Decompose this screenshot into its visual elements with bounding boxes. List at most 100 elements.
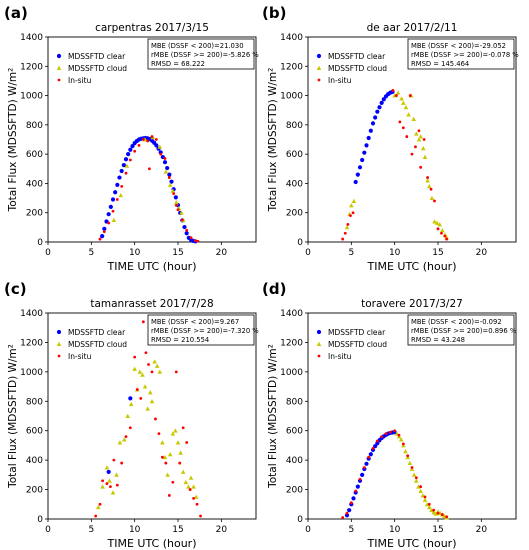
x-tick-label: 10 [129, 525, 141, 535]
data-point [411, 116, 417, 121]
y-axis-label: Total Flux (MDSSFTD) W/m² [7, 344, 19, 489]
data-point [167, 176, 171, 179]
x-tick-label: 10 [389, 248, 401, 258]
data-point [427, 502, 431, 506]
x-tick-label: 20 [216, 525, 228, 535]
x-tick-label: 15 [172, 525, 183, 535]
data-point [422, 497, 428, 502]
data-point [108, 204, 113, 209]
y-tick-label: 1200 [20, 62, 43, 72]
y-tick-label: 1400 [20, 33, 43, 43]
stats-line: rMBE (DSSF >= 200)=-7.320 % [151, 327, 259, 335]
data-point [434, 220, 440, 225]
data-point [124, 435, 128, 438]
data-point [128, 147, 133, 152]
legend-marker [56, 341, 62, 346]
data-point [170, 431, 176, 436]
data-point [381, 97, 386, 102]
x-tick-label: 15 [172, 248, 183, 258]
data-point [178, 450, 183, 455]
y-tick-label: 400 [286, 456, 303, 466]
x-axis-label: TIME UTC (hour) [367, 537, 457, 550]
data-point [437, 222, 443, 227]
data-point [433, 199, 436, 203]
y-tick-label: 1000 [20, 92, 43, 102]
data-point [403, 104, 409, 110]
data-point [126, 152, 131, 157]
data-point [445, 237, 449, 241]
data-point [401, 442, 405, 446]
data-point [181, 426, 185, 430]
data-point [95, 504, 101, 510]
data-point [406, 112, 411, 117]
series-in-situ [341, 429, 449, 519]
legend-entry: MDSSFTD clear [68, 52, 126, 61]
data-point [417, 129, 421, 133]
data-point [423, 495, 427, 499]
data-point [125, 413, 131, 418]
data-point [106, 212, 111, 217]
data-point [170, 188, 176, 193]
data-point [167, 451, 173, 457]
series-in-situ [94, 320, 202, 518]
data-point [105, 482, 109, 486]
panel-d: (d)toravere 2017/3/270 5 10 15 2002004006008… [262, 280, 517, 550]
x-axis-label: TIME UTC (hour) [367, 260, 457, 273]
data-point [410, 152, 414, 156]
data-point [414, 145, 417, 149]
data-point [408, 94, 412, 97]
data-point [164, 461, 168, 465]
data-point [128, 158, 132, 162]
data-point [124, 163, 130, 168]
x-axis-ticks: 0 5 10 15 20 [45, 242, 227, 258]
data-point [102, 230, 106, 234]
data-point [167, 182, 173, 187]
data-point [121, 163, 126, 168]
stats-line: RMSD = 210.554 [151, 336, 209, 344]
y-tick-label: 600 [286, 427, 303, 437]
y-axis-label: Total Flux (MDSSFTD) W/m² [7, 68, 19, 213]
data-point [111, 209, 115, 213]
data-point [179, 210, 184, 215]
data-point [414, 131, 419, 136]
data-point [119, 168, 124, 174]
y-tick-label: 400 [286, 179, 303, 189]
x-tick-label: 20 [476, 525, 488, 535]
data-point [436, 511, 440, 515]
data-point [349, 214, 352, 218]
x-axis-ticks: 0 5 10 15 20 [305, 519, 487, 535]
y-axis-ticks: 0 200 400 600 800 1000 1200 1400 [20, 309, 48, 525]
y-axis-label: Total Flux (MDSSFTD) W/m² [267, 68, 279, 213]
data-point [192, 497, 196, 500]
stats-line: RMSD = 145.464 [411, 60, 469, 68]
legend: MDSSFTD clear MDSSFTD cloud In-situ [316, 52, 387, 85]
data-point [101, 479, 104, 483]
data-point [159, 152, 163, 156]
x-tick-label: 5 [348, 248, 354, 258]
data-point [154, 143, 159, 148]
data-point [130, 143, 135, 149]
data-point [120, 184, 124, 188]
panel-b: (b)de aar 2017/2/110 5 10 15 200200400600800… [262, 4, 519, 273]
data-point [133, 149, 137, 153]
legend-marker [316, 65, 322, 70]
data-point [380, 435, 384, 438]
x-axis-ticks: 0 5 10 15 20 [305, 242, 487, 258]
data-point [196, 239, 200, 243]
data-point [431, 510, 436, 515]
legend-entry: MDSSFTD cloud [68, 64, 127, 73]
legend-marker [57, 354, 61, 358]
data-point [165, 165, 170, 171]
data-point [343, 231, 347, 235]
data-point [135, 388, 139, 391]
legend-marker [56, 53, 62, 59]
legend-marker [316, 329, 322, 335]
data-point [124, 171, 128, 175]
data-point [180, 469, 186, 474]
x-tick-label: 5 [88, 248, 94, 258]
data-point [147, 390, 153, 395]
data-point [162, 454, 168, 460]
data-point [150, 135, 154, 138]
